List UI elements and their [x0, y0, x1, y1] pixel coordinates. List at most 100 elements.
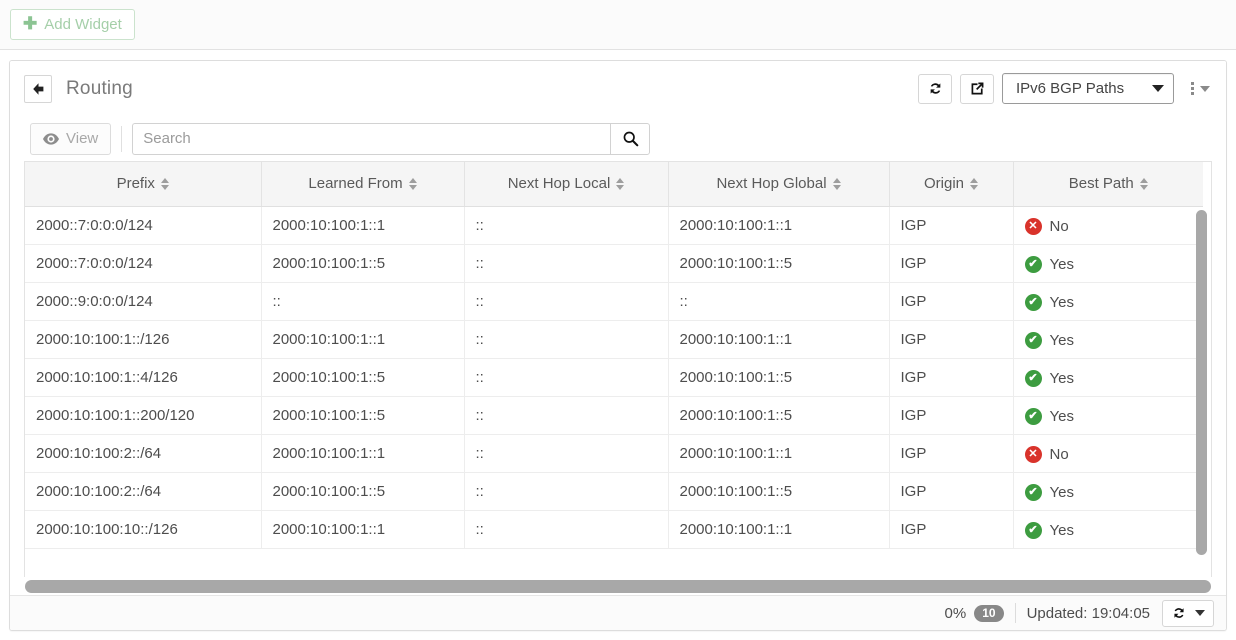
- magnifier-icon: [623, 131, 639, 147]
- column-header-best-path[interactable]: Best Path: [1013, 162, 1203, 207]
- cell-prefix: 2000:10:100:2::/64: [25, 434, 262, 473]
- cell-next-hop-global: 2000:10:100:1::5: [668, 358, 890, 397]
- progress-percent: 0%: [944, 604, 967, 622]
- cell-learned-from: 2000:10:100:1::1: [261, 206, 465, 245]
- vertical-dots-icon: [1191, 82, 1194, 95]
- plus-icon: ✚: [23, 14, 38, 33]
- cell-next-hop-local: ::: [464, 434, 669, 473]
- cell-best-path: ✕ No: [1013, 206, 1203, 245]
- widget-type-select[interactable]: IPv6 BGP Paths: [1002, 73, 1174, 104]
- table-row[interactable]: 2000:10:100:1::4/126 2000:10:100:1::5:: 20…: [25, 358, 1203, 397]
- check-circle-icon: ✔: [1024, 293, 1042, 311]
- widget-select-value: IPv6 BGP Paths: [1016, 80, 1125, 97]
- back-button[interactable]: [24, 74, 52, 103]
- table-row[interactable]: 2000::7:0:0:0/124 2000:10:100:1::5:: 2000:…: [25, 244, 1203, 283]
- panel-footer: 0% 10 Updated: 19:04:05: [10, 595, 1226, 630]
- cell-origin: IGP: [889, 434, 1014, 473]
- sort-icon: [616, 177, 625, 190]
- cell-next-hop-local: ::: [464, 358, 669, 397]
- cell-best-path: ✔ Yes: [1013, 282, 1203, 321]
- cell-origin: IGP: [889, 320, 1014, 359]
- header-tools: IPv6 BGP Paths: [918, 73, 1214, 104]
- cell-best-path: ✔ Yes: [1013, 396, 1203, 435]
- table-row[interactable]: 2000::7:0:0:0/124 2000:10:100:1::1:: 2000:…: [25, 206, 1203, 245]
- best-path-label: No: [1049, 217, 1069, 235]
- sort-icon: [970, 177, 978, 190]
- cell-learned-from: 2000:10:100:1::5: [261, 472, 465, 511]
- column-header-next-hop-global[interactable]: Next Hop Global: [668, 162, 890, 207]
- horizontal-scrollbar[interactable]: [24, 577, 1212, 595]
- cell-prefix: 2000::7:0:0:0/124: [25, 206, 262, 245]
- sort-icon: [832, 177, 841, 190]
- refresh-icon: [1174, 608, 1184, 618]
- routes-table-container: Prefix Learned From Next Hop Local Next …: [24, 161, 1212, 595]
- cell-prefix: 2000:10:100:1::200/120: [25, 396, 262, 435]
- search-row: View: [10, 116, 1226, 161]
- cell-learned-from: 2000:10:100:1::5: [261, 358, 465, 397]
- record-count-badge: 10: [974, 604, 1004, 622]
- table-row[interactable]: 2000:10:100:2::/64 2000:10:100:1::1:: 2000…: [25, 434, 1203, 473]
- vertical-scrollbar-thumb[interactable]: [1196, 210, 1207, 555]
- cell-next-hop-global: 2000:10:100:1::5: [668, 244, 890, 283]
- chevron-down-icon: [1152, 85, 1164, 92]
- column-header-learned-from[interactable]: Learned From: [261, 162, 465, 207]
- cell-best-path: ✔ Yes: [1013, 358, 1203, 397]
- search-input[interactable]: [132, 122, 611, 155]
- cell-next-hop-local: ::: [464, 282, 669, 321]
- cell-origin: IGP: [889, 244, 1014, 283]
- horizontal-scrollbar-thumb[interactable]: [25, 579, 1211, 593]
- cell-prefix: 2000::9:0:0:0/124: [25, 282, 262, 321]
- cell-prefix: 2000:10:100:2::/64: [25, 472, 262, 511]
- sort-icon: [408, 177, 417, 190]
- column-header-prefix[interactable]: Prefix: [25, 162, 262, 207]
- table-row[interactable]: 2000:10:100:1::/126 2000:10:100:1::1:: 200…: [25, 320, 1203, 359]
- footer-refresh-button[interactable]: [1162, 599, 1214, 627]
- cell-next-hop-local: ::: [464, 320, 669, 359]
- column-header-next-hop-local[interactable]: Next Hop Local: [464, 162, 669, 207]
- search-control: [132, 122, 651, 155]
- footer-divider: [1014, 603, 1016, 623]
- view-label: View: [66, 130, 99, 147]
- table-row[interactable]: 2000:10:100:1::200/120 2000:10:100:1::5::…: [25, 396, 1203, 435]
- view-button[interactable]: View: [30, 122, 112, 155]
- check-circle-icon: ✔: [1024, 483, 1042, 501]
- table-row[interactable]: 2000::9:0:0:0/124:::::: IGP ✔ Yes: [25, 282, 1203, 321]
- widget-menu-button[interactable]: [1182, 82, 1214, 95]
- refresh-icon: [930, 83, 940, 94]
- cell-prefix: 2000:10:100:1::/126: [25, 320, 262, 359]
- cell-learned-from: 2000:10:100:1::5: [261, 244, 465, 283]
- cell-next-hop-global: 2000:10:100:1::5: [668, 472, 890, 511]
- refresh-button[interactable]: [918, 73, 952, 104]
- column-label: Next Hop Global: [716, 175, 827, 193]
- table-row[interactable]: 2000:10:100:2::/64 2000:10:100:1::5:: 2000…: [25, 472, 1203, 511]
- cell-prefix: 2000:10:100:1::4/126: [25, 358, 262, 397]
- cell-best-path: ✔ Yes: [1013, 244, 1203, 283]
- cell-origin: IGP: [889, 510, 1014, 549]
- column-label: Next Hop Local: [507, 175, 611, 193]
- cell-origin: IGP: [889, 206, 1014, 245]
- updated-timestamp: Updated: 19:04:05: [1026, 604, 1150, 622]
- top-toolbar: ✚ Add Widget: [0, 0, 1236, 50]
- cell-next-hop-local: ::: [464, 396, 669, 435]
- best-path-label: Yes: [1049, 255, 1074, 273]
- cell-origin: IGP: [889, 472, 1014, 511]
- check-circle-icon: ✔: [1024, 255, 1042, 273]
- best-path-label: Yes: [1049, 331, 1074, 349]
- column-header-origin[interactable]: Origin: [889, 162, 1014, 207]
- best-path-label: Yes: [1049, 293, 1074, 311]
- cell-prefix: 2000:10:100:10::/126: [25, 510, 262, 549]
- external-link-icon: [971, 82, 983, 95]
- popout-button[interactable]: [960, 73, 994, 104]
- cell-origin: IGP: [889, 396, 1014, 435]
- cell-next-hop-global: 2000:10:100:1::1: [668, 510, 890, 549]
- cell-next-hop-local: ::: [464, 206, 669, 245]
- table-head: Prefix Learned From Next Hop Local Next …: [25, 162, 1203, 207]
- error-circle-icon: ✕: [1024, 445, 1042, 463]
- add-widget-button[interactable]: ✚ Add Widget: [10, 9, 135, 40]
- best-path-label: Yes: [1049, 369, 1074, 387]
- search-button[interactable]: [610, 122, 651, 155]
- cell-next-hop-global: 2000:10:100:1::1: [668, 206, 890, 245]
- table-row[interactable]: 2000:10:100:10::/126 2000:10:100:1::1:: 20…: [25, 510, 1203, 549]
- table-header-row: Prefix Learned From Next Hop Local Next …: [25, 162, 1203, 207]
- cell-next-hop-local: ::: [464, 472, 669, 511]
